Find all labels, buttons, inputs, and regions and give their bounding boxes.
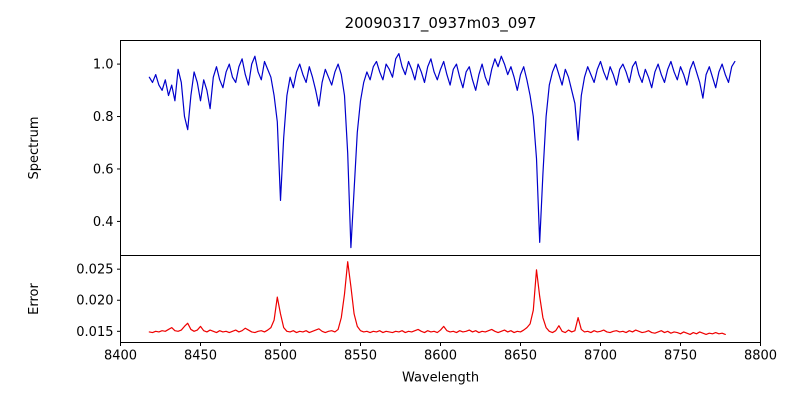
x-tick-label: 8600 <box>424 349 457 364</box>
spectrum-panel-frame <box>120 40 761 256</box>
error-y-tick-label: 0.025 <box>76 263 113 278</box>
x-tick-label: 8400 <box>104 349 137 364</box>
x-tick-label: 8450 <box>184 349 217 364</box>
x-tick-label: 8750 <box>664 349 697 364</box>
x-tick-label: 8650 <box>504 349 537 364</box>
error-y-tick-label: 0.020 <box>76 294 113 309</box>
error-series-line <box>148 261 726 336</box>
spectrum-y-tick-label: 0.4 <box>93 215 114 230</box>
figure-title: 20090317_0937m03_097 <box>345 14 537 33</box>
error-y-axis-label: Error <box>27 283 42 315</box>
spectrum-y-axis-label: Spectrum <box>27 117 42 180</box>
x-tick-label: 8500 <box>264 349 297 364</box>
spectrum-y-tick-label: 0.6 <box>93 162 114 177</box>
spectrum-y-tick-label: 1.0 <box>93 58 114 73</box>
x-axis-label: Wavelength <box>402 371 479 386</box>
spectrum-y-tick-label: 0.8 <box>93 110 114 125</box>
x-tick-label: 8550 <box>344 349 377 364</box>
x-tick-label: 8800 <box>744 349 777 364</box>
spectrum-series-line <box>148 53 736 249</box>
x-tick-label: 8700 <box>584 349 617 364</box>
error-y-tick-label: 0.015 <box>76 325 113 340</box>
